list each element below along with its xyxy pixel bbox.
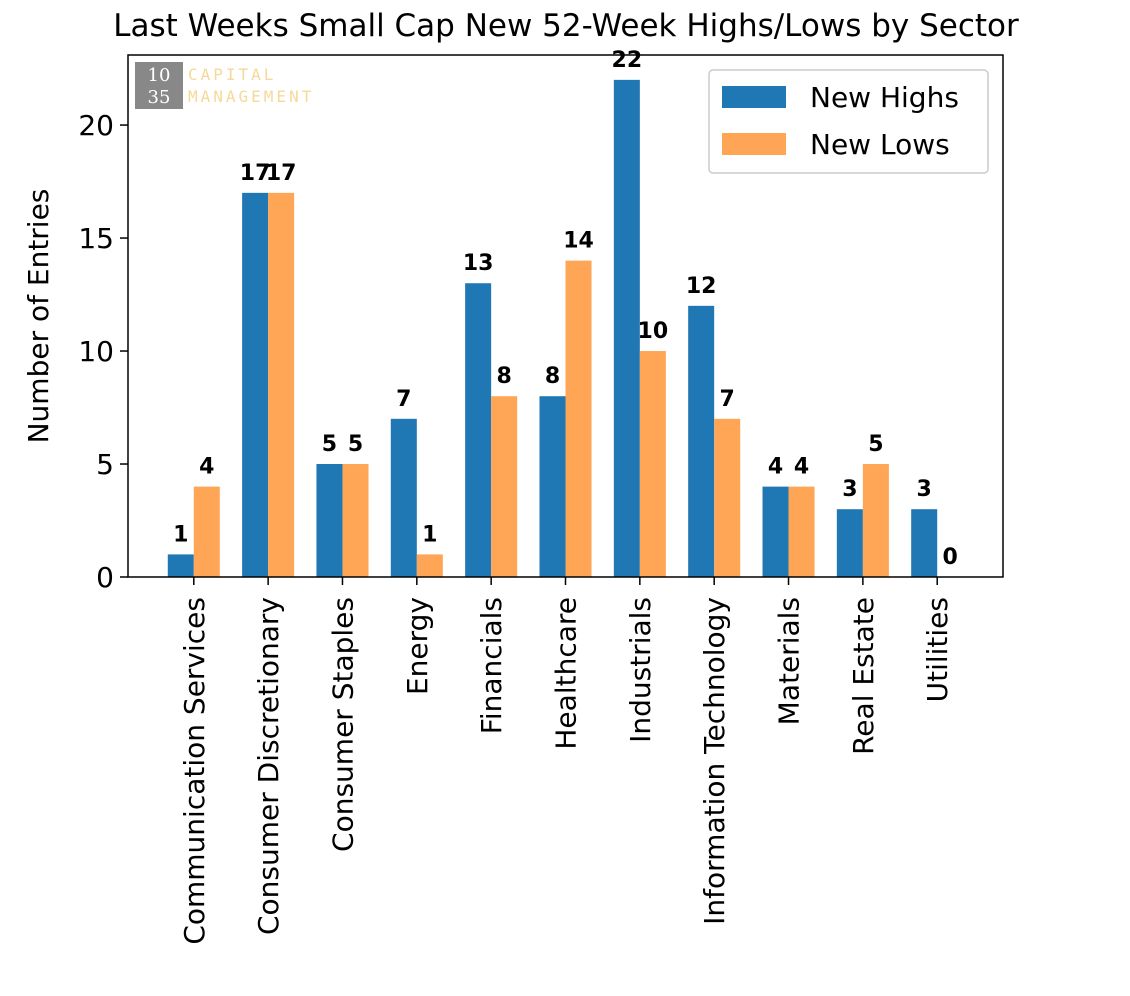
data-label: 13 [463,251,494,276]
data-label: 5 [868,432,883,457]
bar [167,554,194,577]
bar [491,396,518,577]
data-label: 0 [943,545,958,570]
x-tick-label: Energy [401,597,434,695]
x-tick-label: Communication Services [178,597,211,945]
data-label: 7 [396,387,411,412]
bar [911,509,938,577]
bar [862,464,889,577]
bar [836,509,863,577]
bar [193,486,220,577]
data-label: 7 [720,387,735,412]
bar [416,554,443,577]
y-tick-label: 10 [78,335,114,368]
x-tick-label: Materials [773,597,806,725]
data-label: 4 [768,455,783,480]
bar [539,396,566,577]
data-label: 14 [563,229,594,254]
watermark-logo-text: 10 [148,65,171,86]
x-tick-label: Healthcare [550,597,583,750]
y-axis-label: Number of Entries [22,189,55,444]
bar [242,192,269,577]
data-label: 8 [497,364,512,389]
watermark-logo-text: 35 [148,87,171,108]
bar [688,305,715,577]
y-tick-label: 5 [96,448,114,481]
data-label: 5 [348,432,363,457]
x-tick-label: Financials [475,597,508,734]
x-tick-label: Real Estate [847,597,880,755]
bar [342,464,369,577]
y-tick-label: 15 [78,222,114,255]
data-label: 10 [638,319,669,344]
bar [788,486,815,577]
x-tick-label: Utilities [921,597,954,702]
data-label: 3 [842,477,857,502]
bar [565,260,592,577]
legend-label: New Lows [810,128,950,161]
x-tick-label: Information Technology [698,597,731,925]
data-label: 8 [545,364,560,389]
bar [268,192,295,577]
data-label: 22 [612,48,643,73]
legend-label: New Highs [810,81,959,114]
watermark-logo [135,62,183,109]
data-label: 17 [240,161,271,186]
data-label: 12 [686,274,717,299]
data-label: 5 [322,432,337,457]
bar [714,418,741,577]
chart-title: Last Weeks Small Cap New 52-Week Highs/L… [113,8,1019,44]
data-label: 1 [173,522,188,547]
bar [613,79,640,577]
watermark-text: MANAGEMENT [188,87,314,106]
y-tick-label: 20 [78,109,114,142]
x-tick-label: Consumer Discretionary [252,597,285,935]
bar [465,283,492,577]
data-label: 17 [266,161,297,186]
legend-swatch [722,86,786,108]
plot-frame [127,54,1004,578]
bar [762,486,789,577]
data-label: 4 [199,455,214,480]
bar [316,464,343,577]
y-tick-label: 0 [96,561,114,594]
x-tick-label: Industrials [624,597,657,743]
data-label: 3 [917,477,932,502]
data-label: 4 [794,455,809,480]
x-tick-label: Consumer Staples [326,597,359,852]
watermark-text: CAPITAL [188,65,276,84]
legend-swatch [722,133,786,155]
data-label: 1 [422,522,437,547]
bar [639,351,666,577]
bar [390,418,417,577]
